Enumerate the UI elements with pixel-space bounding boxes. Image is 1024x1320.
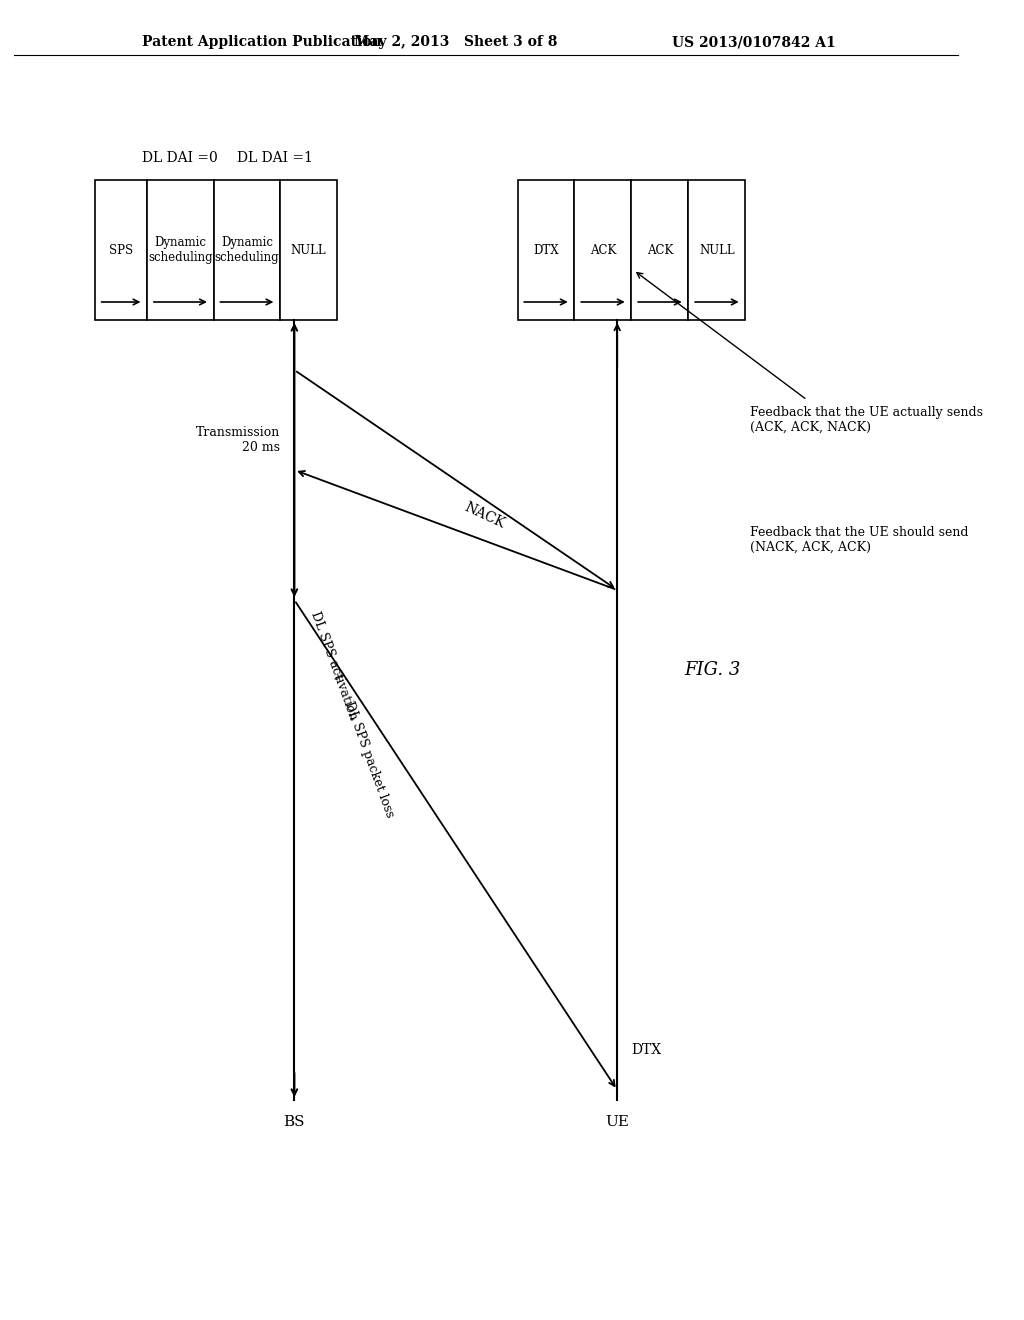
Text: ACK: ACK — [590, 243, 616, 256]
Text: May 2, 2013   Sheet 3 of 8: May 2, 2013 Sheet 3 of 8 — [354, 36, 557, 49]
Text: FIG. 3: FIG. 3 — [684, 661, 740, 678]
Text: UE: UE — [605, 1115, 629, 1129]
Text: DTX: DTX — [534, 243, 559, 256]
Text: ACK: ACK — [647, 243, 673, 256]
Text: DTX: DTX — [632, 1043, 662, 1057]
FancyBboxPatch shape — [147, 180, 214, 319]
FancyBboxPatch shape — [688, 180, 745, 319]
Text: DL DAI =1: DL DAI =1 — [238, 150, 313, 165]
Text: Patent Application Publication: Patent Application Publication — [142, 36, 382, 49]
Text: SPS: SPS — [109, 243, 133, 256]
Text: Dynamic
scheduling: Dynamic scheduling — [215, 236, 280, 264]
FancyBboxPatch shape — [517, 180, 574, 319]
Text: Dynamic
scheduling: Dynamic scheduling — [148, 236, 213, 264]
Text: DL DAI =0: DL DAI =0 — [142, 150, 218, 165]
Text: NULL: NULL — [291, 243, 327, 256]
Text: +: + — [328, 671, 345, 685]
Text: DL SPS packet loss: DL SPS packet loss — [342, 700, 396, 820]
Text: BS: BS — [284, 1115, 305, 1129]
FancyBboxPatch shape — [632, 180, 688, 319]
FancyBboxPatch shape — [214, 180, 281, 319]
Text: NACK: NACK — [462, 499, 507, 531]
Text: Feedback that the UE actually sends
(ACK, ACK, NACK): Feedback that the UE actually sends (ACK… — [751, 407, 983, 434]
FancyBboxPatch shape — [95, 180, 147, 319]
Text: DL SPS activation: DL SPS activation — [308, 610, 360, 722]
FancyBboxPatch shape — [574, 180, 632, 319]
Text: Transmission
20 ms: Transmission 20 ms — [196, 426, 281, 454]
Text: US 2013/0107842 A1: US 2013/0107842 A1 — [672, 36, 836, 49]
Text: Feedback that the UE should send
(NACK, ACK, ACK): Feedback that the UE should send (NACK, … — [751, 525, 969, 554]
FancyBboxPatch shape — [281, 180, 337, 319]
Text: NULL: NULL — [699, 243, 735, 256]
